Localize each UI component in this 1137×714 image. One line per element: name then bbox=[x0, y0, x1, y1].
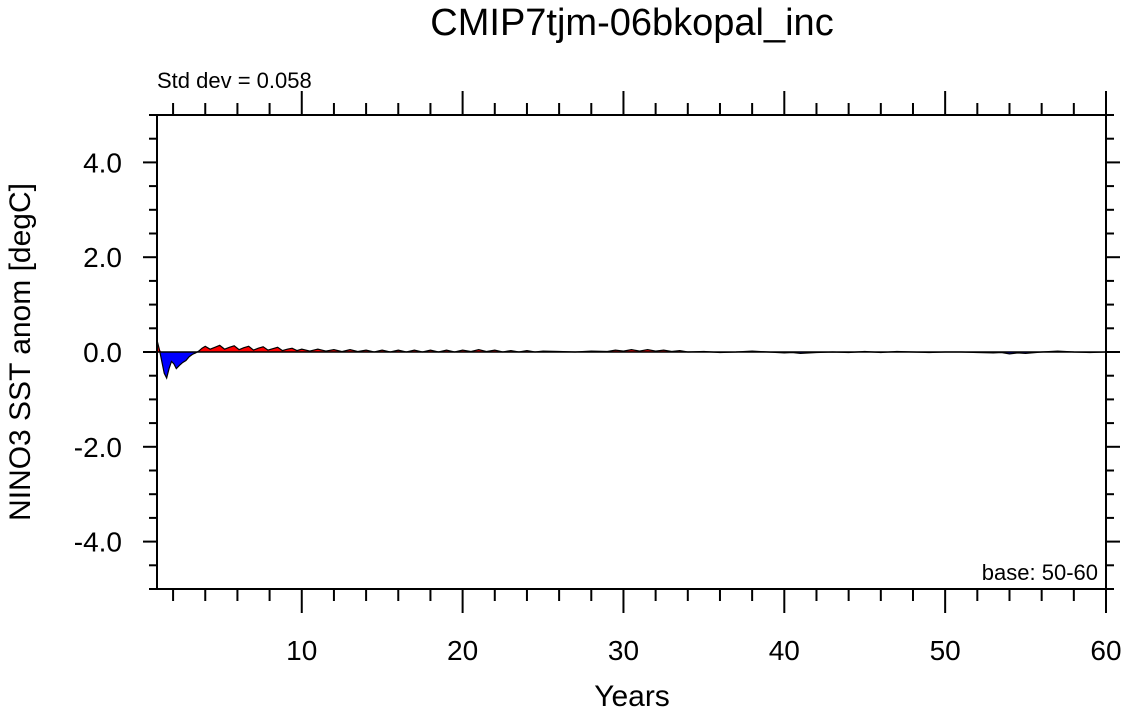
axis-ticks bbox=[143, 91, 1120, 613]
y-tick-labels: 4.0 2.0 0.0 -2.0 -4.0 bbox=[74, 147, 122, 557]
chart-title: CMIP7tjm-06bkopal_inc bbox=[430, 2, 833, 44]
x-tick-label: 10 bbox=[286, 635, 317, 666]
x-tick-label: 40 bbox=[769, 635, 800, 666]
y-axis-label: NINO3 SST anom [degC] bbox=[4, 183, 37, 521]
y-tick-label: 0.0 bbox=[83, 337, 122, 368]
base-annotation: base: 50-60 bbox=[982, 560, 1098, 585]
anomaly-area-layer bbox=[157, 340, 1106, 379]
x-tick-label: 60 bbox=[1090, 635, 1121, 666]
y-tick-label: -4.0 bbox=[74, 527, 122, 558]
y-tick-label: -2.0 bbox=[74, 432, 122, 463]
anomaly-series-line bbox=[156, 340, 1107, 380]
x-tick-labels: 10 20 30 40 50 60 bbox=[286, 635, 1121, 666]
y-tick-label: 4.0 bbox=[83, 147, 122, 178]
plot-frame bbox=[156, 114, 1107, 590]
x-axis-label: Years bbox=[594, 680, 670, 713]
x-tick-label: 20 bbox=[447, 635, 478, 666]
anomaly-line-layer bbox=[156, 340, 1107, 380]
std-dev-annotation: Std dev = 0.058 bbox=[157, 68, 312, 93]
x-tick-label: 50 bbox=[930, 635, 961, 666]
y-tick-label: 2.0 bbox=[83, 242, 122, 273]
negative-anomaly-area bbox=[157, 352, 1106, 379]
x-tick-label: 30 bbox=[608, 635, 639, 666]
